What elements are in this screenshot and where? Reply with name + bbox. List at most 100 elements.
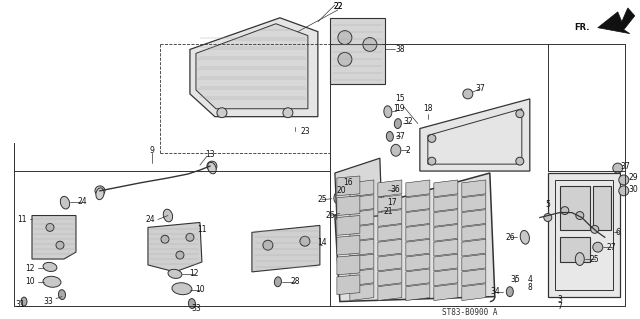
Text: 31: 31	[15, 300, 25, 309]
Text: 5: 5	[545, 200, 550, 209]
Ellipse shape	[520, 230, 529, 244]
Polygon shape	[335, 158, 382, 219]
Text: 12: 12	[25, 264, 35, 273]
Text: 10: 10	[195, 285, 205, 294]
Text: 22: 22	[333, 3, 342, 11]
Text: 29: 29	[629, 174, 639, 182]
Text: 3: 3	[557, 295, 563, 304]
Text: 26: 26	[325, 211, 335, 220]
Circle shape	[186, 233, 194, 241]
Circle shape	[428, 135, 436, 142]
Polygon shape	[434, 254, 458, 271]
Text: 26: 26	[505, 233, 515, 242]
Polygon shape	[406, 195, 430, 211]
Text: 33: 33	[43, 297, 53, 306]
Ellipse shape	[21, 297, 27, 306]
Ellipse shape	[163, 209, 173, 222]
Text: 35: 35	[510, 275, 520, 284]
Ellipse shape	[43, 263, 57, 271]
Polygon shape	[462, 284, 486, 300]
Circle shape	[428, 157, 436, 165]
Polygon shape	[190, 18, 318, 117]
Circle shape	[619, 186, 628, 196]
Circle shape	[46, 223, 54, 231]
Text: 11: 11	[197, 225, 207, 234]
Text: 9: 9	[150, 146, 154, 155]
Text: 37: 37	[395, 132, 404, 141]
Circle shape	[363, 38, 377, 51]
Polygon shape	[350, 254, 374, 271]
Text: 28: 28	[290, 277, 300, 286]
Text: 24: 24	[77, 197, 87, 206]
Polygon shape	[406, 225, 430, 241]
Text: 38: 38	[395, 45, 404, 54]
Text: 27: 27	[607, 243, 616, 252]
Polygon shape	[252, 226, 320, 272]
Ellipse shape	[394, 119, 401, 129]
Polygon shape	[32, 216, 76, 259]
Circle shape	[217, 108, 227, 118]
Circle shape	[300, 236, 310, 246]
Polygon shape	[335, 173, 495, 301]
Text: 1: 1	[394, 104, 398, 113]
Polygon shape	[462, 254, 486, 271]
Circle shape	[544, 213, 552, 221]
Polygon shape	[378, 284, 402, 300]
Polygon shape	[462, 239, 486, 256]
Polygon shape	[350, 284, 374, 300]
Text: 8: 8	[527, 283, 532, 292]
Text: 30: 30	[629, 185, 639, 194]
Polygon shape	[434, 210, 458, 226]
Ellipse shape	[387, 131, 394, 141]
Circle shape	[612, 163, 623, 173]
Ellipse shape	[207, 162, 216, 174]
Circle shape	[516, 110, 524, 118]
Polygon shape	[420, 99, 530, 171]
Bar	[560, 237, 590, 262]
Text: 37: 37	[621, 162, 630, 171]
Text: 24: 24	[145, 215, 155, 224]
Ellipse shape	[355, 183, 385, 203]
Ellipse shape	[60, 197, 70, 209]
Ellipse shape	[96, 188, 104, 200]
Ellipse shape	[359, 186, 381, 200]
Polygon shape	[434, 180, 458, 197]
Circle shape	[263, 240, 273, 250]
Polygon shape	[350, 269, 374, 286]
Text: 21: 21	[383, 207, 392, 216]
Text: 4: 4	[527, 275, 532, 284]
Text: 7: 7	[557, 302, 563, 311]
Polygon shape	[337, 216, 360, 235]
Polygon shape	[462, 269, 486, 286]
Polygon shape	[462, 195, 486, 211]
Polygon shape	[378, 210, 402, 226]
Circle shape	[338, 52, 352, 66]
Polygon shape	[406, 254, 430, 271]
Ellipse shape	[391, 145, 401, 156]
Text: 10: 10	[25, 277, 35, 286]
Ellipse shape	[343, 206, 353, 219]
Polygon shape	[378, 254, 402, 271]
Polygon shape	[196, 24, 308, 109]
Circle shape	[561, 207, 569, 215]
Polygon shape	[406, 239, 430, 256]
Circle shape	[207, 161, 217, 171]
Text: 34: 34	[490, 287, 500, 296]
Polygon shape	[350, 195, 374, 211]
Polygon shape	[378, 195, 402, 211]
Polygon shape	[378, 225, 402, 241]
Text: 32: 32	[403, 117, 413, 126]
Circle shape	[516, 157, 524, 165]
Circle shape	[338, 31, 352, 44]
Text: ST83-B0900 A: ST83-B0900 A	[442, 308, 497, 317]
Text: 17: 17	[387, 198, 397, 207]
Text: 11: 11	[17, 215, 27, 224]
Ellipse shape	[384, 106, 392, 118]
Polygon shape	[337, 255, 360, 275]
Circle shape	[576, 211, 584, 219]
Text: 2: 2	[406, 146, 410, 155]
Polygon shape	[406, 284, 430, 300]
Bar	[593, 186, 611, 230]
Polygon shape	[434, 284, 458, 300]
Text: 12: 12	[189, 269, 198, 278]
